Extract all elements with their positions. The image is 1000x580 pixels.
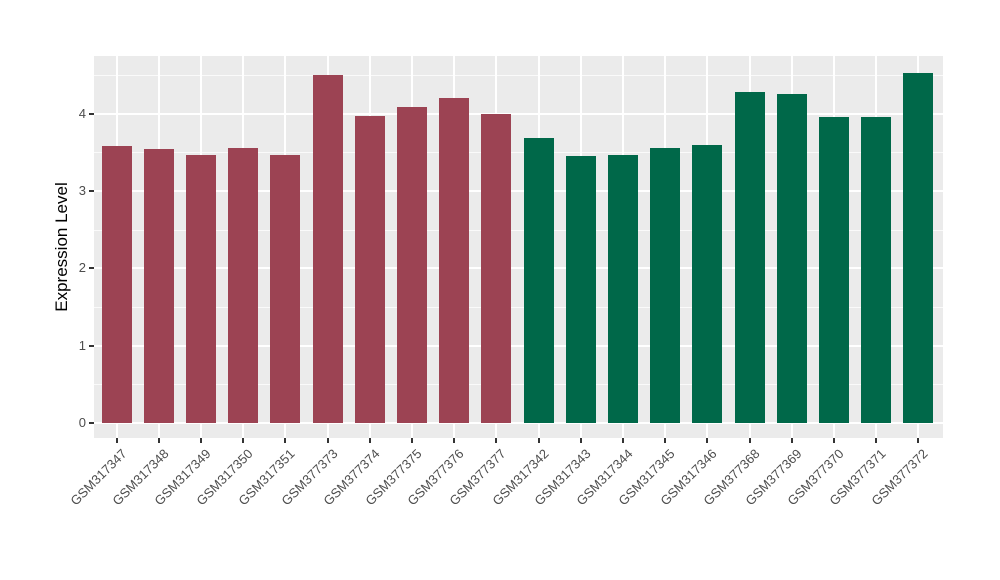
- bar-GSM377368: [734, 91, 765, 423]
- x-tick-mark-GSM317349: [199, 438, 202, 443]
- x-tick-mark-GSM317345: [664, 438, 667, 443]
- x-tick-mark-GSM377377: [495, 438, 498, 443]
- x-tick-mark-GSM317351: [284, 438, 287, 443]
- plot-panel: [94, 56, 943, 438]
- bar-GSM317344: [607, 155, 638, 423]
- gridline-minor-h-1.5: [94, 306, 943, 308]
- bar-GSM317351: [270, 154, 301, 423]
- bar-GSM377369: [776, 94, 807, 423]
- x-tick-mark-GSM377371: [875, 438, 878, 443]
- x-tick-mark-GSM377376: [453, 438, 456, 443]
- y-axis-title: Expression Level: [52, 182, 71, 312]
- gridline-minor-h-3.5: [94, 152, 943, 154]
- y-tick-mark-1: [89, 344, 94, 347]
- bar-GSM317350: [228, 148, 259, 423]
- bar-GSM377377: [481, 114, 512, 423]
- gridline-major-h-1: [94, 344, 943, 347]
- bar-GSM317342: [523, 138, 554, 423]
- x-tick-mark-GSM377373: [326, 438, 329, 443]
- x-tick-mark-GSM317350: [242, 438, 245, 443]
- bar-GSM377372: [903, 73, 934, 423]
- x-tick-mark-GSM317343: [579, 438, 582, 443]
- x-tick-mark-GSM317342: [537, 438, 540, 443]
- bar-GSM377375: [396, 107, 427, 423]
- gridline-minor-h-0.5: [94, 384, 943, 386]
- bar-GSM377371: [861, 116, 892, 423]
- y-tick-label-0: 0: [78, 415, 86, 430]
- bar-GSM317345: [650, 148, 681, 423]
- bar-GSM377373: [312, 74, 343, 423]
- gridline-major-h-4: [94, 112, 943, 115]
- gridline-major-h-2: [94, 267, 943, 270]
- x-tick-mark-GSM377375: [410, 438, 413, 443]
- x-tick-mark-GSM377368: [748, 438, 751, 443]
- bar-GSM317346: [692, 145, 723, 423]
- x-tick-mark-GSM377372: [917, 438, 920, 443]
- y-tick-label-3: 3: [78, 182, 86, 198]
- gridline-major-h-3: [94, 189, 943, 192]
- bar-GSM317343: [565, 156, 596, 423]
- x-tick-mark-GSM317348: [157, 438, 160, 443]
- y-tick-mark-0: [89, 422, 94, 424]
- gridline-minor-h-4.5: [94, 74, 943, 76]
- bar-GSM317349: [185, 154, 216, 423]
- bar-GSM317348: [143, 149, 174, 423]
- y-tick-mark-3: [89, 189, 94, 192]
- x-tick-mark-GSM317344: [621, 438, 624, 443]
- bar-GSM377376: [439, 98, 470, 423]
- y-tick-label-1: 1: [78, 337, 86, 353]
- x-tick-mark-GSM317346: [706, 438, 709, 443]
- y-tick-mark-2: [89, 267, 94, 270]
- y-tick-label-4: 4: [78, 105, 86, 121]
- x-tick-mark-GSM317347: [115, 438, 118, 443]
- bar-GSM377374: [354, 115, 385, 423]
- x-tick-mark-GSM377370: [832, 438, 835, 443]
- bar-GSM317347: [101, 146, 132, 423]
- x-tick-mark-GSM377374: [368, 438, 371, 443]
- x-tick-mark-GSM377369: [790, 438, 793, 443]
- gridline-major-h-0: [94, 422, 943, 424]
- y-tick-mark-4: [89, 112, 94, 115]
- y-tick-label-2: 2: [78, 260, 86, 276]
- gridline-minor-h-2.5: [94, 229, 943, 231]
- bar-GSM377370: [818, 117, 849, 423]
